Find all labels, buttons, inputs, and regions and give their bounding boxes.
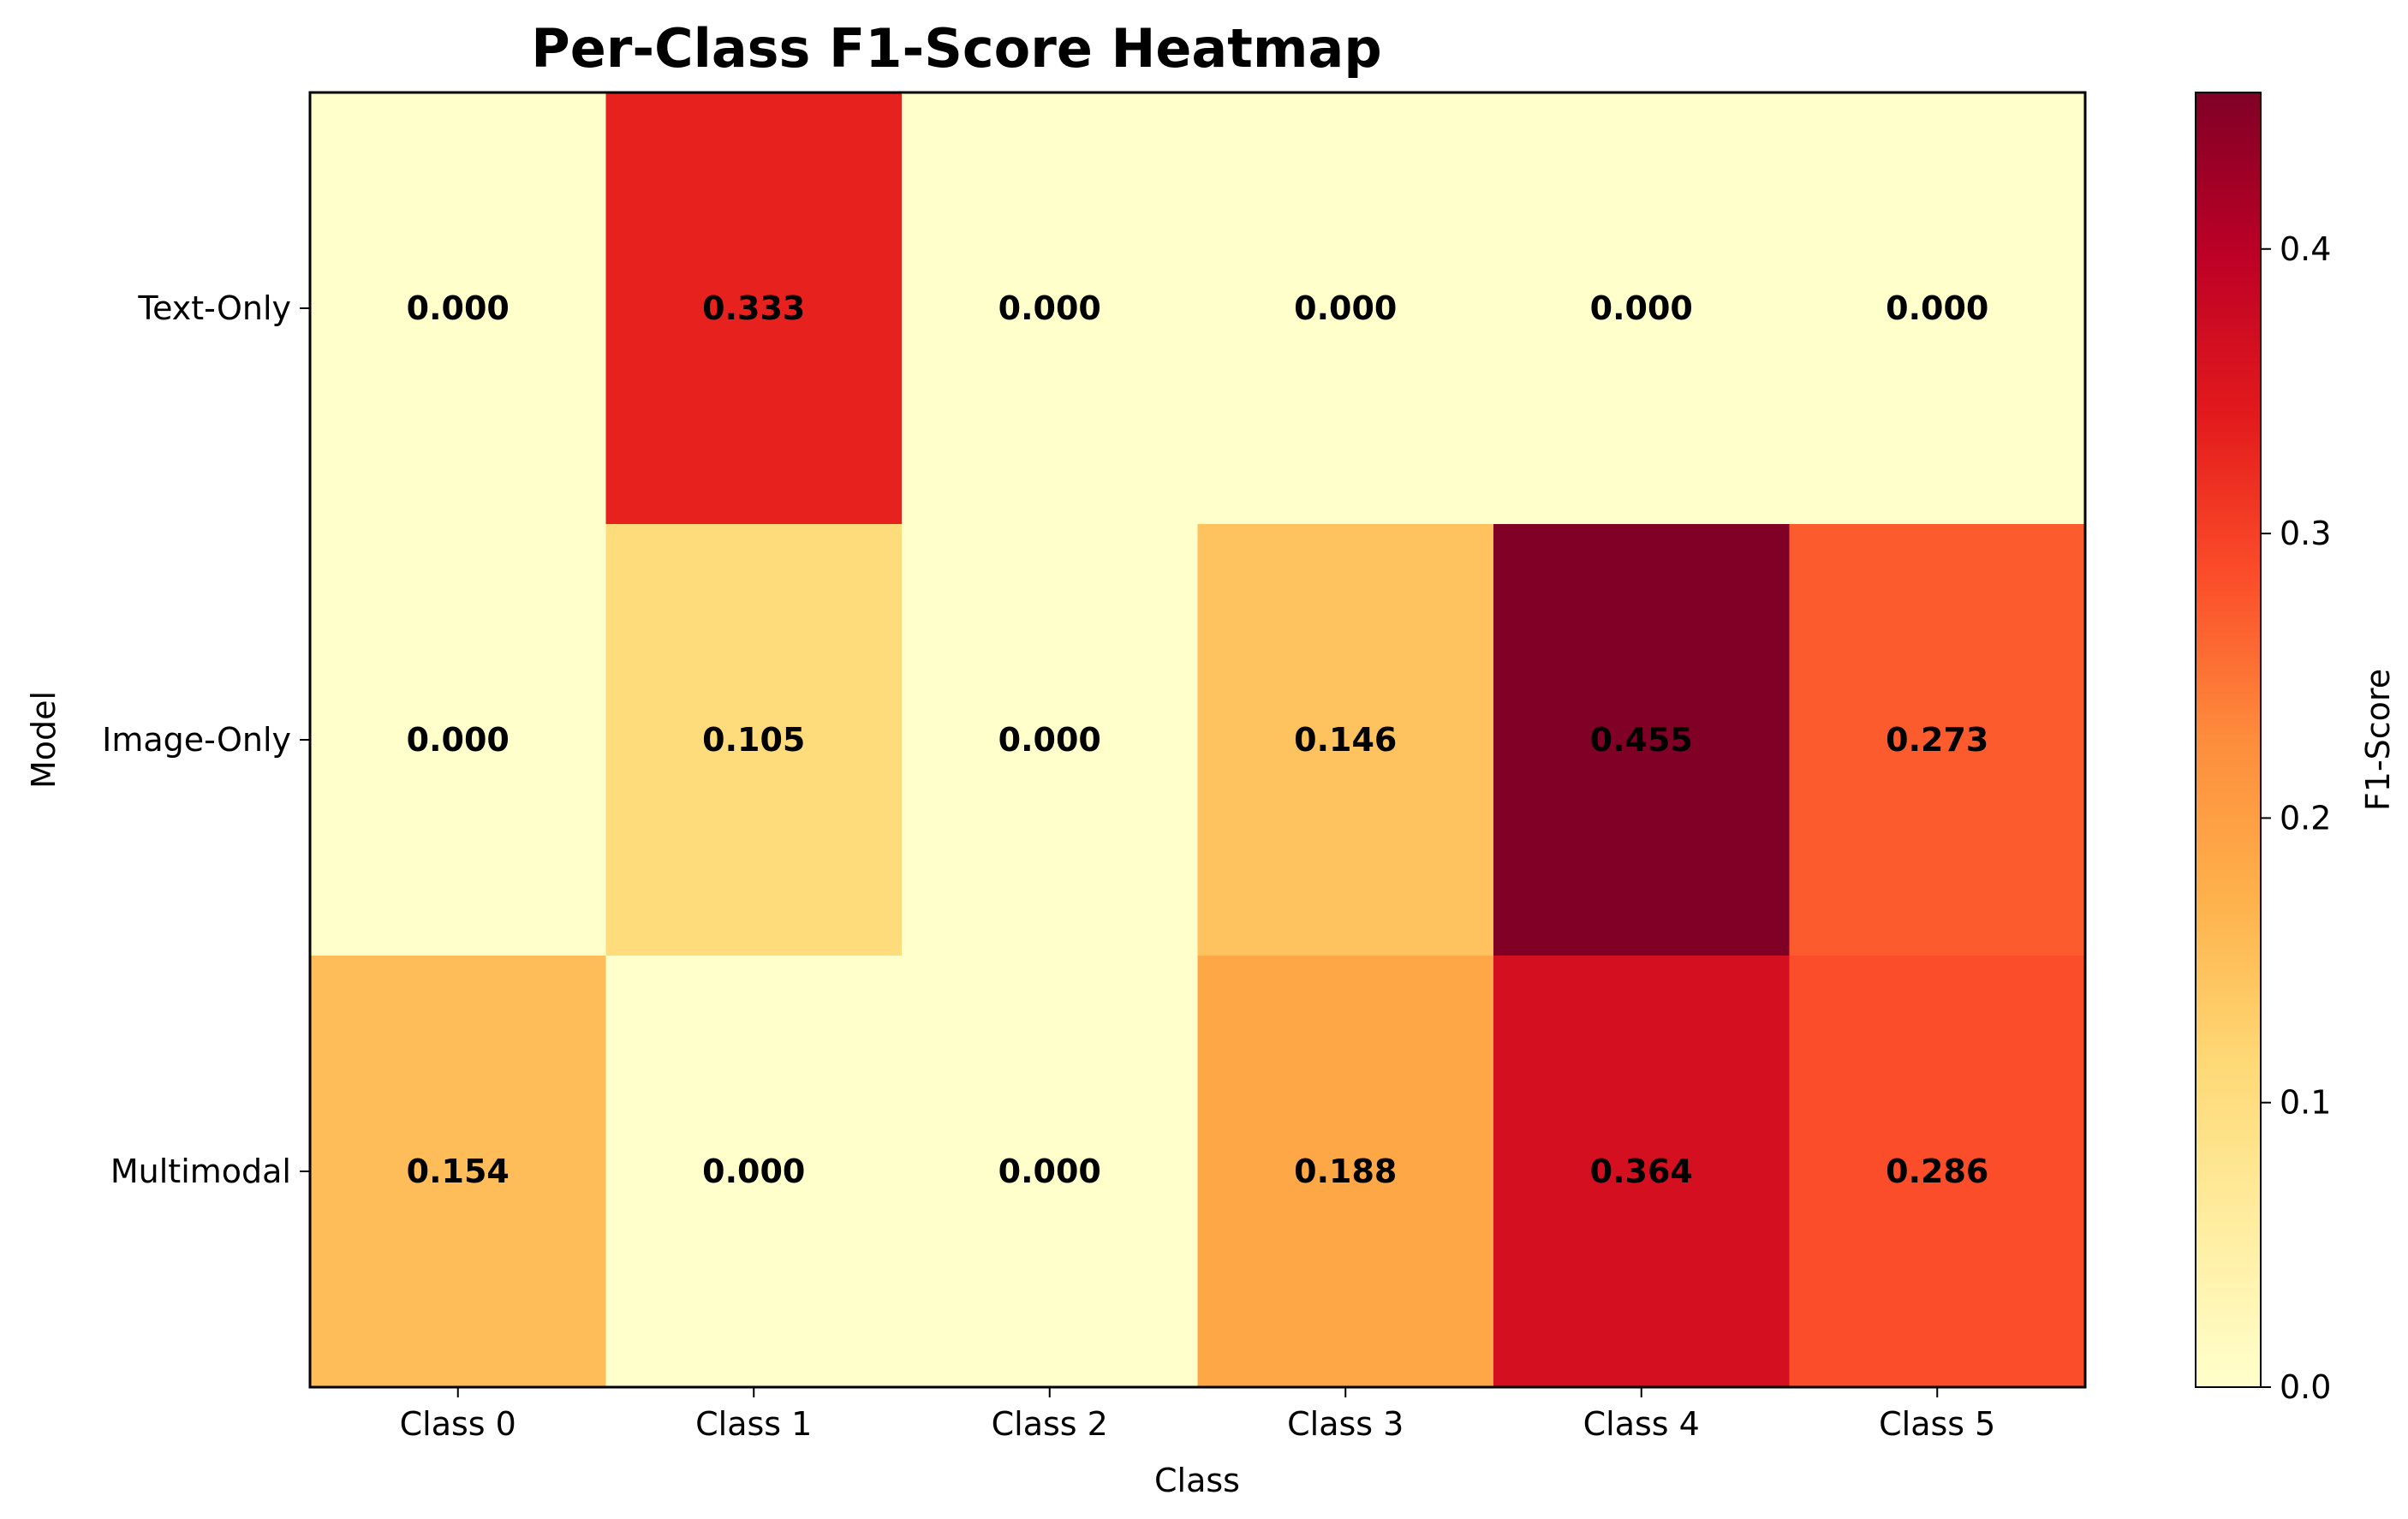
cell-value-label: 0.000 <box>1886 289 1988 327</box>
heatmap-cell <box>310 524 606 956</box>
colorbar-label: F1-Score <box>2359 669 2397 811</box>
cell-value-label: 0.286 <box>1886 1153 1988 1190</box>
chart-title: Per-Class F1-Score Heatmap <box>531 17 1381 80</box>
x-tick-label: Class 0 <box>400 1405 516 1443</box>
x-axis-label: Class <box>1154 1462 1240 1499</box>
colorbar-tick-label: 0.4 <box>2280 230 2331 268</box>
cell-value-label: 0.000 <box>998 289 1101 327</box>
x-axis-ticks: Class 0 Class 1 Class 2 Class 3 Class 4 Class… <box>400 1387 1995 1443</box>
heatmap-cell <box>1493 956 1790 1388</box>
cell-value-label: 0.000 <box>998 1153 1101 1190</box>
y-tick-label: Image-Only <box>102 721 291 759</box>
heatmap-cell <box>902 524 1198 956</box>
y-axis-label: Model <box>25 691 63 789</box>
cell-value-label: 0.000 <box>407 721 510 759</box>
cell-value-label: 0.000 <box>1590 289 1693 327</box>
heatmap-cell <box>1197 524 1494 956</box>
x-tick-label: Class 3 <box>1287 1405 1404 1443</box>
heatmap-cell <box>605 956 903 1388</box>
cell-value-label: 0.000 <box>1294 289 1397 327</box>
heatmap-cell <box>902 92 1198 525</box>
x-tick-label: Class 5 <box>1879 1405 1995 1443</box>
heatmap-cells <box>310 92 2086 1388</box>
cell-value-label: 0.105 <box>702 721 805 759</box>
heatmap-cell <box>1493 92 1790 525</box>
y-tick-label: Text-Only <box>137 289 291 327</box>
cell-value-label: 0.273 <box>1886 721 1988 759</box>
heatmap-cell <box>1197 92 1494 525</box>
heatmap-cell <box>605 524 903 956</box>
cell-value-label: 0.000 <box>407 289 510 327</box>
colorbar <box>2195 92 2262 1388</box>
x-tick-label: Class 1 <box>695 1405 812 1443</box>
heatmap-cell <box>1789 956 2086 1388</box>
x-tick-label: Class 2 <box>992 1405 1108 1443</box>
heatmap-cell <box>605 92 903 525</box>
cell-value-label: 0.000 <box>702 1153 805 1190</box>
x-tick-label: Class 4 <box>1583 1405 1700 1443</box>
cell-value-label: 0.188 <box>1294 1153 1397 1190</box>
colorbar-tick-label: 0.1 <box>2280 1084 2331 1122</box>
cell-value-label: 0.146 <box>1294 721 1397 759</box>
cell-value-label: 0.000 <box>998 721 1101 759</box>
heatmap-cell <box>310 956 606 1388</box>
heatmap-value-labels: 0.000 0.333 0.000 0.000 0.000 0.000 0.000 0.105… <box>407 289 1989 1190</box>
heatmap-cell <box>1197 956 1494 1388</box>
heatmap-cell <box>902 956 1198 1388</box>
colorbar-tick-label: 0.2 <box>2280 799 2331 837</box>
colorbar-tick-label: 0.3 <box>2280 515 2331 552</box>
heatmap-cell <box>1789 92 2086 525</box>
colorbar-ticks: 0.0 0.1 0.2 0.3 0.4 <box>2261 230 2331 1406</box>
y-tick-label: Multimodal <box>110 1153 291 1190</box>
heatmap-cell <box>1493 524 1790 956</box>
cell-value-label: 0.333 <box>702 289 805 327</box>
heatmap-cell <box>310 92 606 525</box>
colorbar-tick-label: 0.0 <box>2280 1368 2331 1406</box>
cell-value-label: 0.364 <box>1590 1153 1693 1190</box>
cell-value-label: 0.154 <box>407 1153 510 1190</box>
heatmap-cell <box>1789 524 2086 956</box>
y-axis-ticks: Text-Only Image-Only Multimodal <box>102 289 310 1190</box>
cell-value-label: 0.455 <box>1590 721 1693 759</box>
